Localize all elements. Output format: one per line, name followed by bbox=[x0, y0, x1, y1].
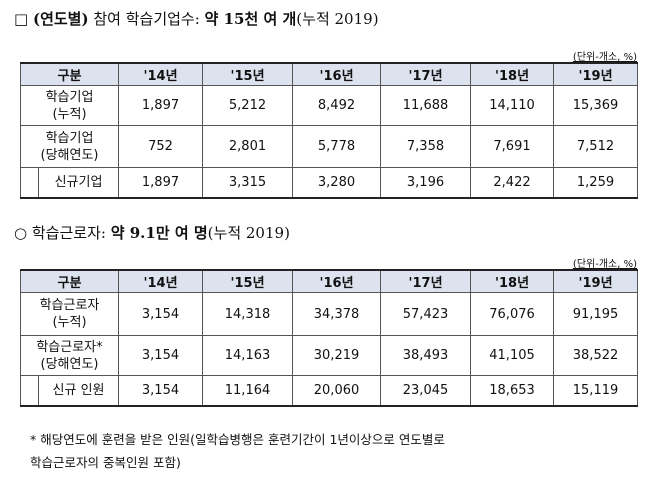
row: 신규기업 1,897 3,315 3,280 3,196 2,422 1,259 bbox=[20, 167, 639, 198]
cell: 18,653 bbox=[470, 375, 555, 406]
row: 학습기업 (당해연도) 752 2,801 5,778 7,358 7,691 7,512 bbox=[19, 125, 639, 168]
cell: 76,076 bbox=[470, 292, 555, 336]
row: 학습근로자 (누적) 3,154 14,318 34,378 57,423 76,076 91… bbox=[19, 292, 639, 336]
cell: 7,691 bbox=[470, 125, 555, 168]
label-line: 학습기업 bbox=[45, 130, 94, 146]
cell: 14,110 bbox=[470, 85, 555, 126]
header-cell: '18년 bbox=[470, 62, 555, 86]
cell: 11,688 bbox=[380, 85, 472, 126]
heading-part: (누적 2019) bbox=[207, 224, 290, 242]
cell: 3,154 bbox=[118, 292, 204, 336]
cell: 8,492 bbox=[292, 85, 382, 126]
cell: 3,196 bbox=[380, 167, 472, 198]
cell: 34,378 bbox=[292, 292, 382, 336]
label-line: 학습근로자 bbox=[39, 298, 100, 313]
cell: 30,219 bbox=[292, 335, 382, 376]
header-cell: '18년 bbox=[470, 269, 555, 293]
heading-part: 참여 학습기업수: bbox=[88, 10, 205, 28]
cell: 57,423 bbox=[380, 292, 472, 336]
row-label: 학습근로자* (당해연도) bbox=[19, 335, 120, 376]
row-label: 학습근로자 (누적) bbox=[19, 292, 120, 336]
bullet: □ bbox=[14, 10, 29, 28]
cell: 91,195 bbox=[553, 292, 639, 336]
footnote: * 해당연도에 훈련을 받은 인원(일학습병행은 훈련기간이 1년이상으로 연도… bbox=[30, 428, 445, 474]
row-label: 신규 인원 bbox=[37, 375, 120, 406]
label-line: 학습기업 bbox=[45, 89, 94, 105]
row-label: 학습기업 (누적) bbox=[19, 85, 120, 126]
heading-part: 약 15천 여 개 bbox=[204, 10, 297, 28]
header-cell: 구분 bbox=[19, 269, 120, 293]
cell: 20,060 bbox=[292, 375, 382, 406]
header-cell: '19년 bbox=[553, 269, 639, 293]
cell: 38,493 bbox=[380, 335, 472, 376]
cell: 15,119 bbox=[553, 375, 639, 406]
cell: 7,512 bbox=[553, 125, 639, 168]
bullet: ○ bbox=[14, 224, 28, 242]
header-cell: '19년 bbox=[553, 62, 639, 86]
label-line: (당해연도) bbox=[40, 147, 99, 163]
footnote-line: 학습근로자의 중복인원 포함) bbox=[30, 455, 181, 470]
label-line: (누적) bbox=[52, 106, 87, 122]
heading-part: 약 9.1만 여 명 bbox=[110, 224, 208, 242]
cell: 23,045 bbox=[380, 375, 472, 406]
cell: 3,154 bbox=[118, 375, 204, 406]
cell: 2,801 bbox=[202, 125, 294, 168]
footnote-line: * 해당연도에 훈련을 받은 인원(일학습병행은 훈련기간이 1년이상으로 연도… bbox=[30, 432, 445, 447]
header-cell: '16년 bbox=[292, 62, 382, 86]
row: 학습기업 (누적) 1,897 5,212 8,492 11,688 14,110 15,36… bbox=[19, 85, 639, 126]
header-cell: '17년 bbox=[380, 269, 472, 293]
header-row: 구분 '14년 '15년 '16년 '17년 '18년 '19년 bbox=[19, 269, 639, 293]
label-line: 신규 인원 bbox=[52, 382, 105, 398]
cell: 1,259 bbox=[553, 167, 639, 198]
cell: 15,369 bbox=[553, 85, 639, 126]
cell: 2,422 bbox=[470, 167, 555, 198]
cell: 41,105 bbox=[470, 335, 555, 376]
unit-note: (단위-개소, %) bbox=[572, 259, 637, 270]
indent-cell bbox=[20, 167, 39, 198]
row: 학습근로자* (당해연도) 3,154 14,163 30,219 38,493 41,10… bbox=[19, 335, 639, 376]
cell: 5,778 bbox=[292, 125, 382, 168]
heading: ○ 학습근로자: 약 9.1만 여 명(누적 2019) bbox=[14, 222, 290, 243]
cell: 14,163 bbox=[202, 335, 294, 376]
cell: 3,315 bbox=[202, 167, 294, 198]
header-cell: 구분 bbox=[19, 62, 120, 86]
cell: 5,212 bbox=[202, 85, 294, 126]
label-line: 신규기업 bbox=[54, 174, 103, 190]
header-row: 구분 '14년 '15년 '16년 '17년 '18년 '19년 bbox=[19, 62, 639, 86]
table: 구분 '14년 '15년 '16년 '17년 '18년 '19년 학습기업 (누적) 1,897 5… bbox=[19, 62, 639, 199]
row-label: 학습기업 (당해연도) bbox=[19, 125, 120, 168]
unit-note: (단위-개소, %) bbox=[572, 52, 637, 63]
cell: 7,358 bbox=[380, 125, 472, 168]
label-line: 학습근로자* bbox=[36, 339, 103, 355]
cell: 1,897 bbox=[118, 85, 204, 126]
heading: □ (연도별) 참여 학습기업수: 약 15천 여 개(누적 2019) bbox=[14, 8, 379, 29]
header-cell: '15년 bbox=[202, 62, 294, 86]
cell: 3,154 bbox=[118, 335, 204, 376]
cell: 14,318 bbox=[202, 292, 294, 336]
cell: 752 bbox=[118, 125, 204, 168]
heading-part: (연도별) bbox=[32, 10, 89, 28]
cell: 1,897 bbox=[118, 167, 204, 198]
cell: 3,280 bbox=[292, 167, 382, 198]
header-cell: '14년 bbox=[118, 269, 204, 293]
label-line: (당해연도) bbox=[40, 356, 99, 372]
header-cell: '14년 bbox=[118, 62, 204, 86]
row-label: 신규기업 bbox=[37, 167, 120, 198]
header-cell: '17년 bbox=[380, 62, 472, 86]
cell: 11,164 bbox=[202, 375, 294, 406]
heading-part: (누적 2019) bbox=[296, 10, 379, 28]
heading-part: 학습근로자: bbox=[31, 224, 111, 242]
cell: 38,522 bbox=[553, 335, 639, 376]
indent-cell bbox=[20, 375, 39, 406]
header-cell: '16년 bbox=[292, 269, 382, 293]
label-line: (누적) bbox=[52, 315, 87, 330]
header-cell: '15년 bbox=[202, 269, 294, 293]
row: 신규 인원 3,154 11,164 20,060 23,045 18,653 15,119 bbox=[20, 375, 639, 406]
